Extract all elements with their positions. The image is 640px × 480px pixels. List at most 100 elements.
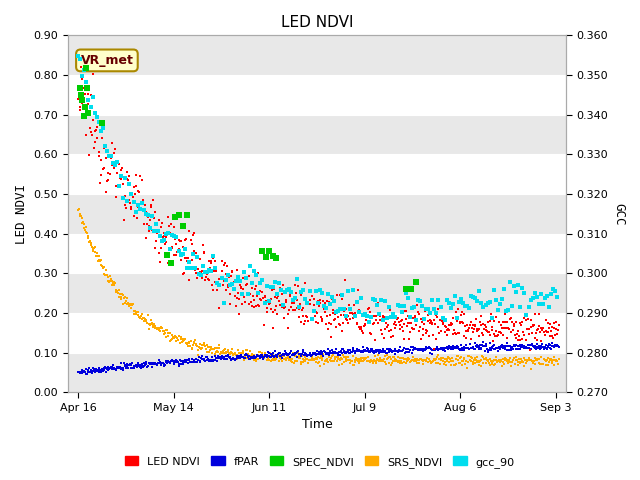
Bar (68, 353, 566, 393)
Point (218, 353, 228, 361)
Point (223, 346, 233, 354)
Point (549, 319, 559, 326)
Point (182, 339, 192, 347)
Point (438, 319, 448, 327)
Point (243, 353, 253, 360)
Point (164, 359, 174, 366)
Point (515, 319, 525, 326)
Point (170, 213, 180, 221)
Point (514, 355, 524, 363)
Point (80, 103, 90, 111)
Point (170, 334, 180, 342)
Point (378, 314, 388, 322)
Point (308, 357, 319, 364)
Point (171, 333, 181, 341)
Point (202, 269, 212, 277)
Point (353, 306, 364, 313)
Point (503, 359, 513, 367)
Point (310, 312, 320, 320)
Point (362, 344, 372, 352)
Point (335, 356, 346, 363)
Point (522, 312, 532, 319)
Point (419, 320, 429, 327)
Point (534, 300, 544, 308)
Point (208, 356, 218, 363)
Point (257, 276, 268, 284)
Point (223, 352, 234, 360)
Point (95, 179, 105, 186)
Point (275, 354, 285, 362)
Point (256, 351, 266, 359)
Point (231, 351, 241, 359)
Point (258, 352, 268, 360)
Point (511, 341, 521, 348)
Point (502, 357, 512, 365)
Point (299, 352, 309, 360)
Point (134, 205, 145, 213)
Point (286, 303, 296, 311)
Point (196, 341, 207, 348)
Point (513, 336, 523, 344)
Point (527, 329, 537, 337)
Point (254, 348, 264, 356)
Point (338, 320, 348, 327)
Point (329, 357, 339, 365)
Point (214, 354, 225, 362)
Point (432, 353, 442, 360)
Point (104, 151, 114, 159)
Point (472, 343, 483, 351)
Point (86, 129, 97, 136)
Point (157, 327, 168, 335)
Point (413, 346, 423, 354)
Point (301, 350, 311, 358)
Point (318, 352, 328, 360)
Point (380, 347, 390, 355)
Point (203, 343, 213, 350)
Point (274, 349, 284, 357)
Point (496, 344, 506, 351)
Point (176, 334, 186, 341)
Point (418, 357, 428, 364)
Point (515, 360, 525, 367)
Point (249, 352, 259, 360)
Point (503, 342, 513, 350)
Point (527, 294, 538, 301)
Point (509, 283, 519, 290)
Point (297, 350, 307, 358)
Point (376, 296, 387, 303)
Point (89, 244, 99, 252)
Point (308, 350, 319, 358)
Point (251, 357, 261, 364)
Point (294, 303, 305, 311)
Point (145, 225, 155, 232)
Point (333, 361, 344, 369)
Point (116, 173, 126, 180)
Point (217, 348, 227, 356)
Point (189, 229, 199, 237)
Point (455, 345, 465, 353)
Point (339, 353, 349, 361)
Point (90, 368, 100, 375)
Point (121, 364, 131, 372)
Point (472, 353, 482, 360)
Point (99, 366, 109, 374)
Point (211, 264, 221, 272)
Point (109, 365, 119, 373)
Point (362, 313, 372, 321)
Point (545, 345, 556, 352)
Point (357, 347, 367, 354)
Point (170, 223, 180, 231)
Point (410, 312, 420, 320)
Point (459, 310, 469, 318)
Point (404, 335, 414, 343)
Point (440, 344, 450, 351)
Point (406, 285, 416, 293)
Point (356, 348, 366, 356)
Point (208, 345, 218, 352)
Bar (68, 274, 566, 313)
Point (387, 356, 397, 363)
Point (349, 347, 359, 355)
Point (454, 346, 464, 353)
Point (127, 190, 137, 197)
Point (534, 355, 544, 363)
